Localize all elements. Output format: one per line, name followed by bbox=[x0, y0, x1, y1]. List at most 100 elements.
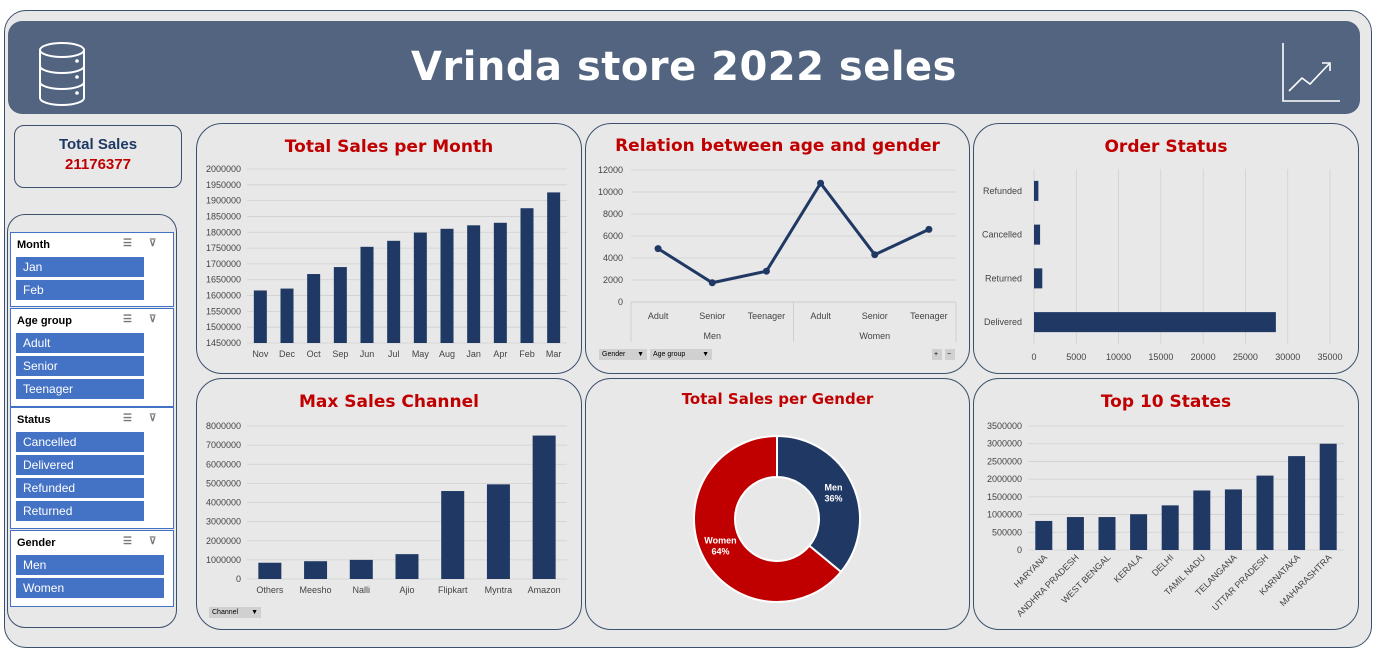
bar bbox=[1034, 180, 1039, 201]
channel-filter-button[interactable]: Channel ▼ bbox=[209, 607, 261, 618]
bar bbox=[493, 222, 507, 343]
bar bbox=[304, 561, 328, 579]
slicer-title: Gender bbox=[17, 537, 56, 549]
x-tick-label: Jun bbox=[360, 349, 375, 359]
slicer-status: Status ☰ ⊽ Cancelled Delivered Refunded … bbox=[10, 407, 174, 529]
expand-button[interactable]: + bbox=[932, 349, 942, 360]
slicer-item[interactable]: Adult bbox=[16, 333, 144, 353]
bar bbox=[1224, 489, 1242, 550]
y-tick-label: Delivered bbox=[984, 317, 1022, 327]
age-group-filter-button[interactable]: Age group ▼ bbox=[650, 349, 712, 360]
bar bbox=[547, 192, 561, 343]
slicer-panel: Month ☰ ⊽ Jan Feb Age group ☰ ⊽ Adult Se… bbox=[7, 214, 177, 628]
bar bbox=[441, 491, 465, 579]
x-tick-label: Senior bbox=[862, 311, 888, 321]
group-label: Women bbox=[859, 331, 890, 341]
bar bbox=[520, 208, 534, 343]
clear-filter-icon[interactable]: ⊽ bbox=[149, 314, 157, 325]
x-tick-label: UTTAR PRADESH bbox=[1210, 552, 1270, 612]
x-tick-label: 0 bbox=[1031, 352, 1036, 362]
y-tick-label: 8000 bbox=[603, 209, 623, 219]
chart-title: Total Sales per Gender bbox=[681, 390, 874, 408]
slicer-item[interactable]: Returned bbox=[16, 501, 144, 521]
slicer-item[interactable]: Senior bbox=[16, 356, 144, 376]
y-tick-label: 2000000 bbox=[987, 474, 1022, 484]
slice-value-label: 36% bbox=[825, 493, 843, 503]
slicer-item[interactable]: Jan bbox=[16, 257, 144, 277]
y-tick-label: 1800000 bbox=[206, 227, 241, 237]
sales-channel-chart: 8000000 7000000 6000000 5000000 4000000 30000… bbox=[206, 421, 567, 595]
chart-card-order-status: Order Status 0 5000 10000 15000 20000 25000 30… bbox=[973, 123, 1359, 374]
chart-title: Relation between age and gender bbox=[615, 136, 940, 156]
slicer-item[interactable]: Refunded bbox=[16, 478, 144, 498]
y-tick-label: 6000000 bbox=[206, 459, 241, 469]
slicer-item[interactable]: Women bbox=[16, 578, 164, 598]
multi-select-icon[interactable]: ☰ bbox=[123, 413, 132, 424]
data-point bbox=[925, 225, 933, 233]
multi-select-icon[interactable]: ☰ bbox=[123, 536, 132, 547]
bar bbox=[1034, 312, 1276, 333]
y-tick-label: 8000000 bbox=[206, 421, 241, 431]
collapse-button[interactable]: − bbox=[945, 349, 955, 360]
monthly-sales-chart: 2000000 1950000 1900000 1850000 1800000 17500… bbox=[206, 164, 567, 359]
y-tick-label: 2000000 bbox=[206, 164, 241, 174]
group-label: Men bbox=[703, 331, 721, 341]
multi-select-icon[interactable]: ☰ bbox=[123, 314, 132, 325]
chart-card-sales-channel: Max Sales Channel 8000000 7000000 6000000 5… bbox=[196, 378, 582, 630]
x-tick-label: Myntra bbox=[485, 585, 513, 595]
bar bbox=[1098, 517, 1116, 550]
page-title: Vrinda store 2022 seles bbox=[411, 44, 957, 90]
x-tick-label: Ajio bbox=[399, 585, 414, 595]
chart-card-monthly-sales: Total Sales per Month 2000000 1950000 1900… bbox=[196, 123, 582, 374]
bar bbox=[1130, 514, 1148, 550]
slicer-item[interactable]: Teenager bbox=[16, 379, 144, 399]
slicer-item[interactable]: Cancelled bbox=[16, 432, 144, 452]
y-tick-label: 1750000 bbox=[206, 243, 241, 253]
multi-select-icon[interactable]: ☰ bbox=[123, 238, 132, 249]
y-tick-label: 1550000 bbox=[206, 306, 241, 316]
x-tick-label: Jul bbox=[388, 349, 400, 359]
slice-name-label: Women bbox=[704, 536, 736, 546]
y-tick-label: 5000000 bbox=[206, 478, 241, 488]
y-tick-label: Cancelled bbox=[982, 230, 1022, 240]
slice-value-label: 64% bbox=[711, 547, 729, 557]
x-tick-label: Nalli bbox=[353, 585, 371, 595]
y-tick-label: 1650000 bbox=[206, 275, 241, 285]
y-tick-label: 1850000 bbox=[206, 211, 241, 221]
order-status-chart: 0 5000 10000 15000 20000 25000 30000 35000 Refun… bbox=[982, 169, 1343, 362]
y-tick-label: 7000000 bbox=[206, 440, 241, 450]
y-tick-label: 2000 bbox=[603, 275, 623, 285]
clear-filter-icon[interactable]: ⊽ bbox=[149, 536, 157, 547]
bar bbox=[1066, 517, 1084, 550]
bar bbox=[467, 225, 481, 343]
y-tick-label: Refunded bbox=[983, 186, 1022, 196]
x-tick-label: Mar bbox=[546, 349, 562, 359]
x-tick-label: 5000 bbox=[1066, 352, 1086, 362]
chart-card-age-gender: Relation between age and gender 12000 100… bbox=[585, 123, 970, 374]
data-point bbox=[817, 179, 825, 187]
bar bbox=[395, 554, 419, 579]
chart-title: Order Status bbox=[1104, 137, 1228, 157]
x-tick-label: Teenager bbox=[748, 311, 786, 321]
bar bbox=[1161, 505, 1179, 550]
total-sales-value: 21176377 bbox=[65, 156, 131, 173]
x-tick-label: Adult bbox=[648, 311, 669, 321]
gender-filter-button[interactable]: Gender ▼ bbox=[599, 349, 647, 360]
bar bbox=[486, 484, 510, 579]
y-tick-label: 6000 bbox=[603, 231, 623, 241]
x-tick-label: Aug bbox=[439, 349, 455, 359]
y-tick-label: 500000 bbox=[992, 527, 1022, 537]
slicer-item[interactable]: Feb bbox=[16, 280, 144, 300]
database-icon bbox=[39, 42, 85, 106]
y-tick-label: 4000000 bbox=[206, 498, 241, 508]
slicer-item[interactable]: Delivered bbox=[16, 455, 144, 475]
clear-filter-icon[interactable]: ⊽ bbox=[149, 238, 157, 249]
bar bbox=[360, 246, 374, 343]
x-tick-label: May bbox=[412, 349, 430, 359]
bar bbox=[1034, 268, 1043, 289]
slicer-item[interactable]: Men bbox=[16, 555, 164, 575]
bar bbox=[307, 274, 321, 343]
x-tick-label: Teenager bbox=[910, 311, 948, 321]
clear-filter-icon[interactable]: ⊽ bbox=[149, 413, 157, 424]
